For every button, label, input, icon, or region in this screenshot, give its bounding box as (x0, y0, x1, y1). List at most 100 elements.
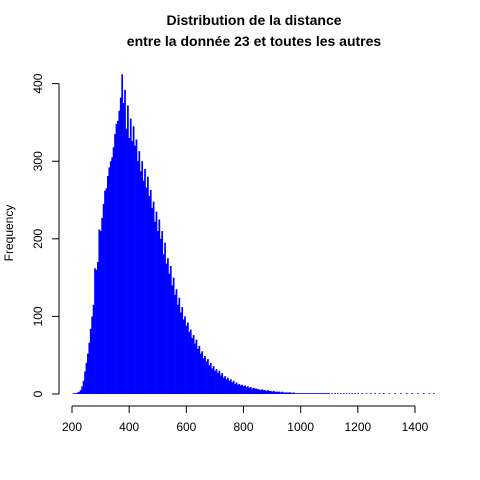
y-tick-label: 400 (31, 73, 45, 93)
chart-title-line2: entre la donnée 23 et toutes les autres (127, 33, 382, 49)
histogram-bar (252, 387, 255, 394)
histogram-bar (394, 393, 396, 394)
histogram-bar (98, 229, 101, 394)
histogram-bar (334, 393, 336, 394)
histogram-bar (239, 385, 242, 394)
histogram-bar (274, 391, 276, 394)
histogram-bar (227, 377, 229, 394)
histogram-bar (169, 265, 172, 394)
histogram-bar (172, 277, 175, 394)
histogram-bar (108, 167, 111, 394)
histogram-bar (281, 391, 284, 394)
histogram-bar (95, 269, 98, 394)
histogram-bar (284, 392, 286, 394)
x-axis: 200 400 600 800 1000 1200 1400 (62, 405, 429, 434)
histogram-bar (109, 161, 112, 394)
histogram-bar (289, 392, 292, 394)
histogram-bar (278, 391, 281, 394)
histogram-bar (348, 393, 351, 394)
histogram-bar (342, 393, 345, 394)
histogram-bar (178, 297, 181, 394)
histogram-bar (319, 393, 322, 394)
histogram-bar (119, 97, 122, 394)
histogram-bar (81, 386, 84, 394)
histogram-bar (308, 393, 311, 394)
histogram-bar (287, 392, 289, 394)
histogram-bar (105, 188, 108, 394)
histogram-bar (275, 391, 278, 394)
histogram-bar (235, 382, 238, 394)
histogram-bar (181, 307, 184, 394)
histogram-bar (262, 390, 265, 394)
histogram-bar (351, 393, 354, 394)
histogram-bar (231, 382, 234, 394)
histogram-bar (249, 387, 252, 394)
histogram-bar (179, 312, 182, 394)
histogram-bar (129, 118, 132, 395)
histogram-bar (225, 379, 228, 394)
histogram-bar (104, 190, 106, 394)
histogram-bar (314, 393, 316, 394)
histogram-bar (208, 365, 211, 394)
histogram-bar (244, 385, 246, 394)
histogram-bar (277, 391, 279, 394)
histogram-bar (312, 393, 315, 394)
histogram-bar (302, 393, 305, 394)
histogram-bar (294, 393, 296, 394)
histogram-bar (209, 362, 212, 394)
histogram-bar (137, 161, 139, 394)
histogram-bar (354, 393, 356, 394)
histogram-bar (111, 157, 114, 394)
y-tick-label: 200 (31, 228, 45, 248)
y-tick-label: 0 (31, 390, 45, 397)
histogram-bar (267, 390, 269, 394)
histogram-bar (87, 353, 89, 394)
histogram-bar (94, 268, 96, 394)
histogram-bar (382, 393, 385, 394)
histogram-bar (269, 390, 272, 394)
histogram-bar (297, 393, 299, 394)
histogram-bars (72, 74, 435, 395)
histogram-bar (162, 254, 165, 394)
histogram-bar (168, 273, 171, 394)
histogram-bar (85, 362, 88, 394)
histogram-bar (89, 328, 92, 394)
histogram-bar (77, 392, 79, 394)
histogram-bar (115, 123, 118, 395)
histogram-bar (202, 358, 205, 394)
histogram-bar (91, 316, 94, 394)
histogram-bar (194, 343, 196, 394)
y-tick-label: 300 (31, 151, 45, 171)
histogram-bar (238, 383, 241, 394)
histogram-bar (78, 391, 81, 394)
histogram-bar (369, 393, 372, 394)
histogram-bar (204, 355, 206, 394)
histogram-bar (317, 393, 319, 394)
histogram-bar (374, 393, 376, 394)
histogram-bar (237, 384, 239, 394)
histogram-bar (361, 393, 364, 394)
histogram-bar (114, 134, 116, 394)
histogram-bar (232, 380, 235, 394)
histogram-bar (145, 187, 148, 394)
histogram-bar (192, 335, 195, 394)
histogram-bar (224, 376, 226, 394)
histogram-bar (152, 201, 155, 394)
histogram-bar (142, 180, 145, 394)
histogram-bar (298, 393, 301, 394)
histogram-bar (195, 339, 198, 394)
histogram-bar (315, 393, 318, 394)
histogram-bar (309, 393, 312, 394)
histogram-bar (118, 110, 121, 395)
histogram-bar (271, 391, 274, 394)
histogram-bar (321, 393, 324, 394)
histogram-bar (92, 304, 95, 394)
histogram-bar (288, 392, 291, 394)
histogram-bar (187, 322, 189, 394)
histogram-bar (215, 369, 218, 394)
y-axis: 0 100 200 300 400 (31, 73, 60, 397)
histogram-bar (139, 171, 142, 394)
x-tick-label: 600 (176, 420, 196, 434)
histogram-bar (188, 331, 191, 394)
